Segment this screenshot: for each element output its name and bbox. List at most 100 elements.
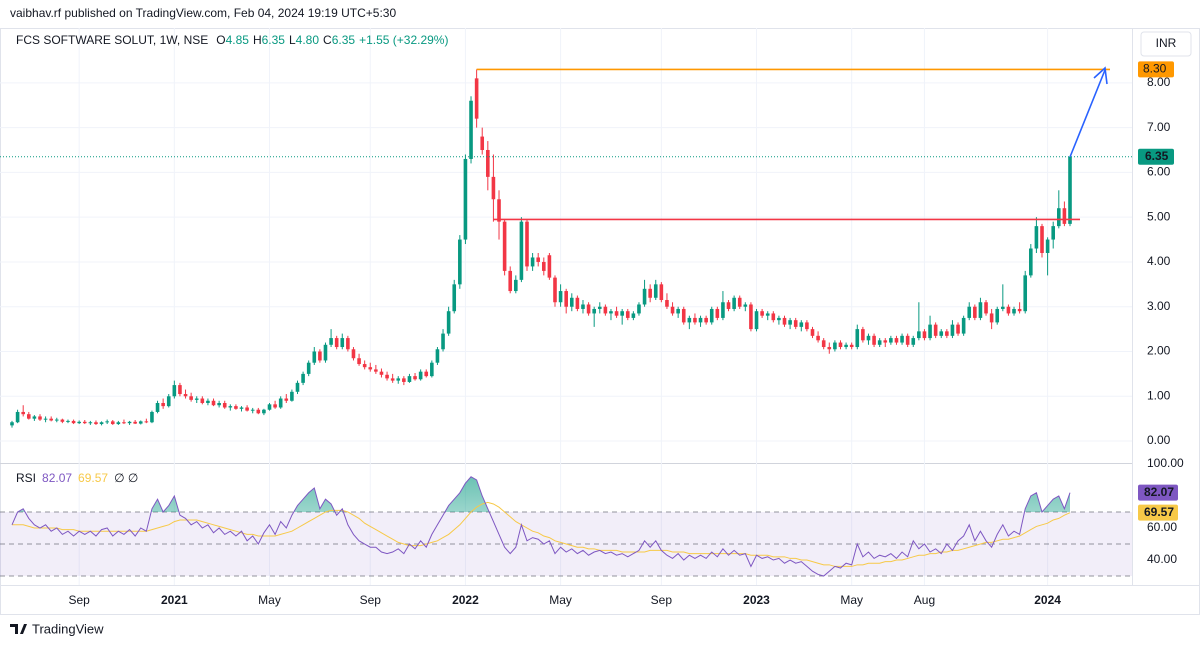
candle-body [614, 311, 619, 316]
candle-body [290, 391, 294, 401]
candle-body [917, 331, 921, 339]
candle-body [390, 378, 395, 381]
candle-body [256, 409, 261, 414]
candle-body [340, 338, 345, 348]
rsi-ma-line [12, 501, 1071, 567]
candle-body [206, 400, 210, 403]
legend-key: H [253, 33, 262, 47]
candle-body [435, 349, 440, 363]
candle-body [743, 304, 748, 307]
candle-body [872, 335, 876, 345]
rsi-pane [0, 476, 1132, 577]
currency[interactable]: INR [1156, 36, 1177, 50]
candle-body [805, 322, 809, 330]
x-tick-label: May [549, 593, 572, 607]
candle-body [88, 422, 93, 424]
candle-body [38, 416, 42, 420]
level-badge [1138, 61, 1174, 78]
candle-body [105, 421, 109, 423]
legend-key: L [289, 33, 296, 47]
candle-body [514, 279, 518, 292]
legend-value: 4.80 [296, 33, 320, 47]
candle-body [250, 409, 255, 411]
candle-body [385, 374, 389, 379]
rsi-tick-label: 100.00 [1147, 456, 1184, 470]
candle-body [620, 311, 624, 316]
candle-body [1029, 248, 1033, 276]
candle-body [833, 342, 837, 350]
candle-body [32, 416, 37, 419]
candle-body [234, 406, 238, 409]
candle-body [564, 291, 568, 307]
candle-body [726, 302, 731, 309]
rsi-value-label: 82.07 [1144, 485, 1174, 499]
candle-body [110, 421, 115, 425]
x-tick-label: Aug [914, 593, 935, 607]
rsi-inputs: ∅ ∅ [114, 471, 138, 485]
candle-body [732, 297, 736, 309]
candle-body [228, 406, 233, 408]
candle-body [26, 414, 31, 419]
candle-body [827, 347, 832, 350]
rsi-legend: RSI 82.07 69.57 ∅ ∅ [16, 471, 138, 485]
candle-body [262, 409, 266, 414]
candle-body [491, 176, 496, 200]
legend-key: O [216, 33, 225, 47]
y-tick-label: 5.00 [1147, 209, 1171, 223]
candle-body [239, 407, 244, 409]
legend-value: 6.35 [332, 33, 356, 47]
candle-body [463, 158, 468, 240]
x-tick-label: 2024 [1034, 593, 1061, 607]
candle-body [508, 270, 513, 292]
legend-value: 6.35 [262, 33, 286, 47]
candle-body [166, 396, 171, 407]
rsi-value-badge [1138, 484, 1178, 501]
rsi-value-label: 69.57 [1144, 505, 1174, 519]
legend-key: C [323, 33, 332, 47]
candle-body [161, 402, 165, 407]
rsi-legend-value: 82.07 [42, 471, 72, 485]
candle-body [793, 320, 798, 327]
level-label: 8.30 [1143, 62, 1167, 76]
candle-body [49, 418, 53, 421]
candle-body [592, 308, 596, 314]
candle-body [127, 421, 132, 424]
candle-body [765, 313, 770, 316]
candle-body [631, 313, 636, 318]
candle-body [273, 404, 277, 408]
candle-body [637, 304, 641, 314]
candle-body [150, 411, 154, 423]
candle-body [138, 421, 143, 424]
candle-body [278, 398, 283, 408]
candle-body [945, 331, 949, 336]
candle-body [642, 288, 647, 305]
candle-body [956, 324, 960, 334]
candle-body [676, 308, 680, 314]
arrow [1069, 69, 1106, 158]
x-tick-label: 2021 [161, 593, 188, 607]
candle-body [821, 340, 826, 348]
candle-body [94, 422, 98, 425]
x-tick-label: Sep [651, 593, 673, 607]
candle-body [1012, 308, 1016, 314]
candle-body [15, 411, 20, 423]
candle-body [155, 402, 160, 412]
candle-body [357, 358, 361, 365]
candle-body [77, 421, 81, 424]
candle-body [1057, 208, 1061, 227]
candle-body [911, 338, 916, 345]
candle-body [60, 419, 65, 422]
candle-body [569, 297, 574, 307]
symbol-legend: FCS SOFTWARE SOLUT, 1W, NSE O4.85 H6.35 L4.… [16, 33, 448, 47]
y-tick-label: 8.00 [1147, 75, 1171, 89]
candle-body [760, 311, 764, 316]
candle-body [312, 351, 317, 363]
rsi-legend-value: 69.57 [78, 471, 108, 485]
candle-body [581, 304, 585, 309]
currency-box[interactable] [1140, 31, 1192, 57]
legend-value: 4.85 [226, 33, 250, 47]
published-note: vaibhav.rf published on TradingView.com,… [10, 6, 396, 20]
y-tick-label: 7.00 [1147, 120, 1171, 134]
candle-body [402, 378, 406, 382]
